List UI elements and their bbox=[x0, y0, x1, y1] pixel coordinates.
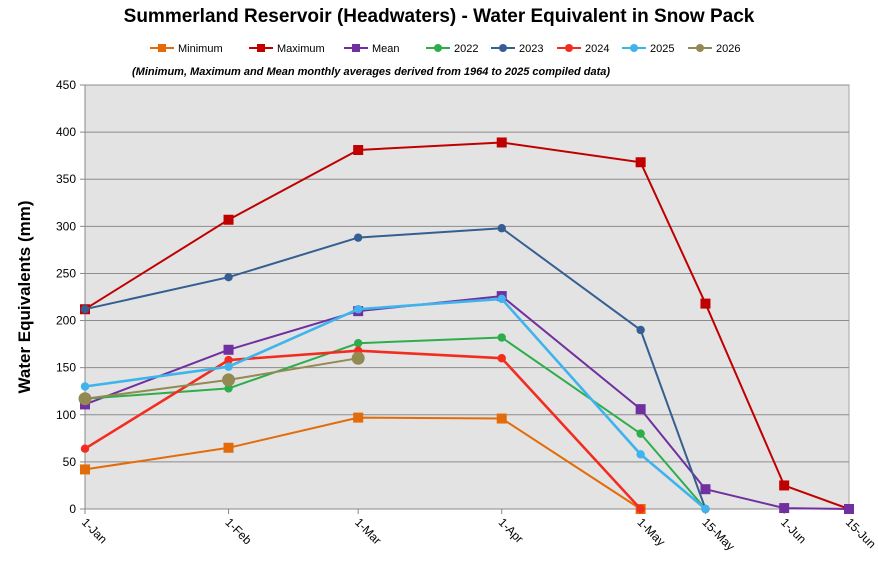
data-point bbox=[353, 145, 364, 156]
data-point bbox=[351, 351, 365, 365]
data-point bbox=[224, 355, 233, 365]
legend-label: Maximum bbox=[277, 43, 325, 55]
data-point bbox=[353, 338, 363, 348]
y-tick-label: 200 bbox=[56, 314, 76, 328]
y-tick-label: 350 bbox=[56, 172, 76, 186]
data-point bbox=[700, 484, 711, 495]
data-point bbox=[496, 413, 507, 424]
y-tick-label: 0 bbox=[69, 502, 76, 516]
y-tick-label: 300 bbox=[56, 219, 76, 233]
x-tick-label: 1-Mar bbox=[352, 515, 384, 547]
series-line bbox=[84, 336, 707, 510]
series-layer bbox=[78, 137, 854, 514]
data-point bbox=[636, 450, 645, 459]
legend-item: 2025 bbox=[622, 43, 674, 55]
data-point bbox=[80, 382, 90, 391]
data-point bbox=[497, 224, 506, 233]
data-point bbox=[353, 233, 363, 242]
legend-label: Mean bbox=[372, 43, 400, 55]
legend-swatch-marker bbox=[696, 44, 704, 52]
chart-note: (Minimum, Maximum and Mean monthly avera… bbox=[132, 66, 611, 78]
legend-item: 2024 bbox=[557, 43, 609, 55]
y-tick-label: 400 bbox=[56, 125, 76, 139]
legend-swatch-marker bbox=[158, 44, 166, 52]
data-point bbox=[779, 503, 790, 514]
data-point bbox=[223, 214, 234, 225]
data-point bbox=[80, 305, 90, 314]
data-point bbox=[496, 137, 507, 148]
data-point bbox=[497, 294, 506, 304]
data-point bbox=[353, 412, 364, 423]
data-point bbox=[80, 444, 90, 453]
legend-item: 2026 bbox=[688, 43, 740, 55]
y-tick-label: 250 bbox=[56, 266, 76, 280]
series-line bbox=[84, 297, 707, 510]
series-2026 bbox=[78, 351, 365, 406]
series-line bbox=[84, 227, 707, 510]
legend-label: 2026 bbox=[716, 43, 740, 55]
y-tick-label: 50 bbox=[63, 455, 77, 469]
data-point bbox=[497, 333, 506, 342]
data-point bbox=[779, 480, 790, 491]
legend-label: 2023 bbox=[519, 43, 543, 55]
legend-swatch-marker bbox=[630, 44, 638, 52]
legend-item: 2023 bbox=[491, 43, 543, 55]
legend-label: 2022 bbox=[454, 43, 478, 55]
data-point bbox=[353, 305, 363, 314]
legend-swatch-marker bbox=[257, 44, 265, 52]
x-tick-label: 1-May bbox=[635, 515, 668, 548]
data-point bbox=[636, 325, 645, 335]
series-line bbox=[84, 141, 850, 510]
data-point bbox=[224, 384, 233, 393]
legend: Minimum Maximum Mean 2022 2023 2024 2025 2026 bbox=[150, 43, 740, 55]
plot-area bbox=[84, 84, 850, 510]
legend-item: 2022 bbox=[426, 43, 478, 55]
legend-swatch-marker bbox=[565, 44, 573, 52]
legend-item: Maximum bbox=[249, 43, 325, 55]
x-tick-label: 1-Feb bbox=[222, 515, 254, 547]
y-tick-label: 150 bbox=[56, 361, 76, 375]
data-point bbox=[701, 504, 710, 514]
data-point bbox=[700, 298, 711, 309]
data-point bbox=[223, 344, 234, 355]
y-tick-label: 100 bbox=[56, 408, 76, 422]
legend-swatch-marker bbox=[434, 44, 442, 52]
data-point bbox=[844, 504, 854, 514]
data-point bbox=[635, 404, 646, 415]
x-tick-label: 1-Jun bbox=[778, 515, 809, 546]
x-tick-label: 15-Jun bbox=[843, 515, 878, 551]
data-point bbox=[497, 354, 506, 363]
data-point bbox=[222, 373, 236, 387]
x-tick-label: 1-Apr bbox=[496, 515, 527, 546]
x-tick-label: 1-Jan bbox=[79, 515, 110, 546]
legend-label: 2024 bbox=[585, 43, 609, 55]
y-axis-label: Water Equivalents (mm) bbox=[15, 200, 34, 393]
legend-swatch-marker bbox=[352, 44, 360, 52]
legend-label: 2025 bbox=[650, 43, 674, 55]
x-tick-label: 15-May bbox=[699, 515, 737, 553]
data-point bbox=[636, 429, 645, 438]
data-point bbox=[636, 504, 645, 514]
data-point bbox=[635, 157, 646, 168]
data-point bbox=[78, 392, 92, 406]
legend-item: Minimum bbox=[150, 43, 223, 55]
legend-swatch-marker bbox=[499, 44, 507, 52]
data-point bbox=[80, 464, 90, 475]
data-point bbox=[224, 362, 233, 371]
legend-label: Minimum bbox=[178, 43, 223, 55]
data-point bbox=[223, 442, 234, 453]
data-point bbox=[224, 273, 233, 282]
legend-item: Mean bbox=[344, 43, 400, 55]
series-2025 bbox=[80, 294, 710, 514]
chart-title: Summerland Reservoir (Headwaters) - Wate… bbox=[123, 6, 755, 27]
series-line bbox=[84, 295, 850, 510]
y-tick-label: 450 bbox=[56, 78, 76, 92]
